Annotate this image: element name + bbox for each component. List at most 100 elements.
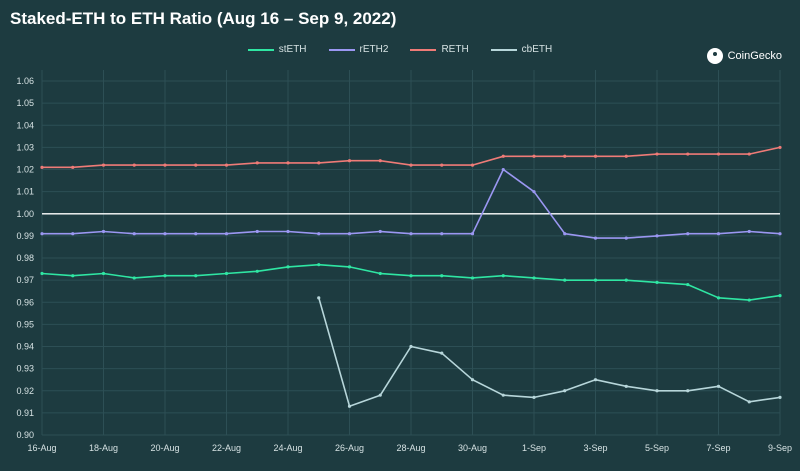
legend-item-cbeth[interactable]: cbETH [490, 44, 552, 55]
data-point-reth2 [317, 232, 321, 236]
y-tick-label: 1.03 [16, 142, 34, 152]
data-point-steth [317, 263, 321, 267]
data-point-steth [101, 271, 106, 276]
data-point-reth [194, 163, 198, 167]
y-tick-label: 0.90 [16, 430, 34, 440]
data-point-steth [778, 294, 782, 298]
data-point-reth2 [286, 229, 290, 234]
data-point-reth [347, 159, 352, 163]
data-point-reth [40, 165, 44, 169]
data-point-reth [593, 154, 598, 158]
data-point-steth [409, 274, 413, 278]
data-point-reth [317, 161, 321, 165]
data-point-reth [132, 163, 136, 167]
data-point-reth [747, 152, 751, 156]
data-point-cbeth [440, 351, 444, 355]
data-point-cbeth [778, 395, 782, 399]
data-point-cbeth [686, 389, 690, 393]
legend-item-reth[interactable]: RETH [410, 44, 469, 55]
data-point-steth [532, 276, 536, 280]
data-point-reth2 [40, 232, 44, 236]
x-tick-label: 16-Aug [27, 443, 56, 453]
y-tick-label: 1.01 [16, 187, 34, 197]
data-point-cbeth [501, 393, 505, 397]
y-tick-label: 0.92 [16, 386, 34, 396]
y-tick-label: 0.95 [16, 319, 34, 329]
data-point-reth2 [71, 232, 75, 236]
x-tick-label: 24-Aug [273, 443, 302, 453]
data-point-reth2 [470, 232, 475, 236]
data-point-steth [686, 282, 690, 287]
y-tick-label: 0.94 [16, 342, 34, 352]
chart-title: Staked-ETH to ETH Ratio (Aug 16 – Sep 9,… [10, 9, 397, 28]
x-tick-label: 9-Sep [768, 443, 792, 453]
legend-swatch-reth2 [328, 48, 355, 51]
data-point-steth [747, 298, 751, 302]
legend-label-reth: RETH [441, 44, 469, 55]
data-point-cbeth [532, 395, 536, 399]
data-point-reth [286, 161, 290, 165]
data-point-cbeth [563, 389, 567, 393]
data-point-reth [101, 163, 106, 167]
data-point-reth2 [347, 232, 352, 236]
y-tick-label: 0.93 [16, 364, 34, 374]
data-point-reth2 [501, 167, 505, 172]
data-point-steth [563, 278, 567, 282]
y-tick-label: 0.98 [16, 253, 34, 263]
data-point-steth [286, 265, 290, 269]
data-point-steth [655, 280, 659, 284]
data-point-reth [378, 159, 382, 163]
series-line-cbeth [318, 297, 781, 407]
data-point-reth2 [655, 234, 659, 238]
data-point-reth [224, 163, 229, 167]
data-point-cbeth [409, 344, 413, 349]
legend-label-steth: stETH [278, 44, 307, 55]
data-point-reth [778, 145, 782, 150]
data-point-steth [40, 271, 44, 276]
data-point-steth [194, 274, 198, 278]
y-tick-label: 1.00 [16, 209, 34, 219]
gecko-logo-icon [706, 48, 723, 64]
data-point-steth [347, 265, 352, 269]
data-point-steth [378, 271, 382, 276]
data-point-steth [163, 274, 167, 278]
legend-item-steth[interactable]: stETH [247, 44, 307, 55]
data-point-reth [624, 154, 628, 158]
legend-swatch-steth [247, 48, 274, 51]
x-tick-label: 28-Aug [396, 443, 425, 453]
data-point-reth [655, 152, 659, 156]
data-point-reth2 [778, 232, 782, 236]
x-tick-label: 7-Sep [706, 443, 730, 453]
data-point-reth2 [747, 229, 751, 234]
data-point-steth [593, 278, 598, 282]
legend-label-reth2: rETH2 [359, 44, 389, 55]
data-point-reth2 [224, 232, 229, 236]
data-point-reth2 [101, 229, 106, 234]
data-point-reth2 [686, 232, 690, 236]
data-point-reth [71, 165, 75, 169]
legend-item-reth2[interactable]: rETH2 [328, 44, 389, 55]
x-tick-label: 1-Sep [522, 443, 546, 453]
data-point-reth [440, 163, 444, 167]
chart-legend: stETH rETH2 RETH cbETH [0, 44, 800, 55]
data-point-reth2 [532, 190, 536, 194]
data-point-cbeth [347, 404, 352, 408]
data-point-cbeth [747, 400, 751, 404]
y-tick-label: 0.91 [16, 408, 34, 418]
coingecko-brand: CoinGecko [706, 48, 782, 64]
data-point-steth [470, 276, 475, 280]
data-point-steth [501, 274, 505, 278]
data-point-reth2 [716, 232, 721, 236]
x-tick-label: 22-Aug [212, 443, 241, 453]
data-point-steth [255, 269, 259, 273]
data-point-reth [563, 154, 567, 158]
data-point-reth [686, 152, 690, 156]
legend-swatch-cbeth [490, 48, 517, 51]
x-tick-label: 20-Aug [150, 443, 179, 453]
data-point-cbeth [655, 389, 659, 393]
x-tick-label: 18-Aug [89, 443, 118, 453]
x-tick-label: 26-Aug [335, 443, 364, 453]
data-point-steth [132, 276, 136, 280]
data-point-reth [255, 161, 259, 165]
